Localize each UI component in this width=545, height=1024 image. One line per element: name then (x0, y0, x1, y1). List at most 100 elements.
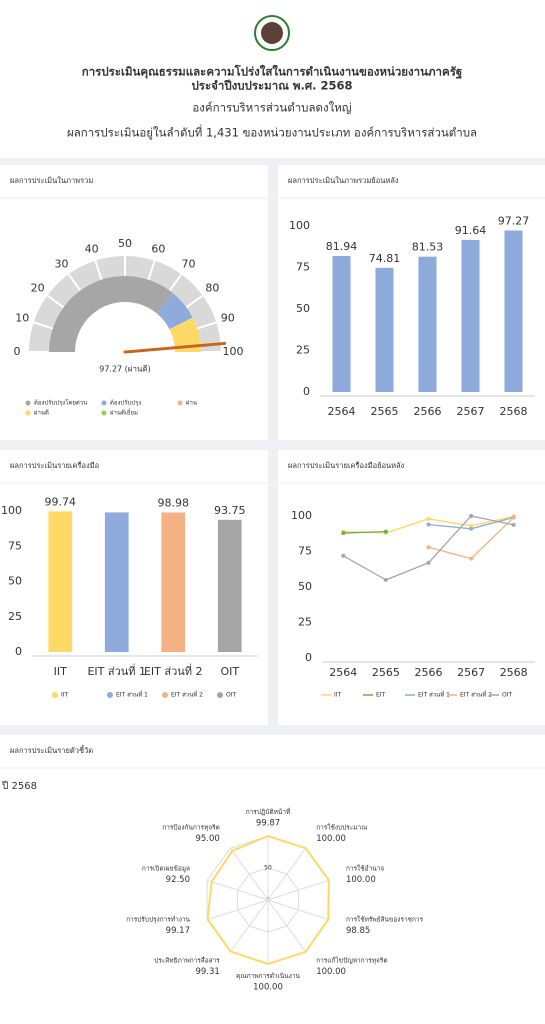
gauge-tick-label: 80 (205, 282, 219, 295)
value-label: 100.00 (253, 983, 283, 993)
legend-label: OIT (502, 692, 512, 699)
y-tick-label: 0 (15, 645, 22, 658)
legend-swatch (177, 400, 183, 406)
value-label: 99.31 (195, 967, 219, 977)
value-label: 99.74 (45, 495, 77, 508)
logo-center (261, 22, 283, 44)
value-label: 97.27 (498, 215, 530, 228)
value-label: 98.85 (346, 926, 370, 936)
ranking: ผลการประเมินอยู่ในลำดับที่ 1,431 ของหน่ว… (67, 125, 477, 140)
value-label: 93.75 (214, 504, 246, 517)
subtitle: ปี 2568 (1, 780, 37, 792)
x-tick-label: 2567 (457, 666, 485, 679)
bar (332, 255, 351, 392)
radar-spoke (206, 899, 269, 921)
y-tick-label: 75 (296, 261, 310, 274)
card-title: ผลการประเมินรายเครื่องมือ (10, 460, 99, 470)
x-tick-label: 2566 (415, 666, 443, 679)
legend-swatch (107, 692, 113, 698)
gauge-tick-label: 100 (223, 345, 244, 358)
gauge-tick (46, 294, 65, 309)
card (278, 165, 545, 440)
radar-spoke (267, 879, 330, 901)
legend-label: EIT ส่วนที่ 2 (171, 691, 203, 699)
radar-spoke (229, 847, 269, 901)
radar-line (206, 835, 330, 966)
y-tick-label: 25 (298, 616, 312, 629)
legend-label: OIT (226, 692, 236, 699)
value-label: 91.64 (455, 224, 487, 237)
legend-label: EIT ส่วนที่ 2 (460, 691, 492, 699)
bar (48, 511, 73, 652)
gauge-tick (168, 273, 183, 292)
axis-label: การใช้งบประมาณ (316, 824, 367, 832)
point (426, 560, 431, 565)
gauge-tick-label: 60 (151, 242, 165, 255)
bar (161, 512, 186, 652)
card (278, 450, 545, 725)
x-tick-label: 2564 (329, 666, 357, 679)
card-title: ผลการประเมินในภาพรวม (10, 176, 93, 185)
x-tick-label: 2568 (500, 405, 528, 418)
bar (217, 519, 242, 652)
logo (254, 15, 290, 51)
value-label: 98.98 (158, 496, 190, 509)
axis-label: การปฏิบัติหน้าที่ (246, 807, 291, 816)
legend-label: EIT (376, 692, 386, 699)
card-title: ผลการประเมินรายเครื่องมือย้อนหลัง (288, 460, 405, 470)
gauge-value-label: 97.27 (ผ่านดี) (99, 365, 151, 374)
legend-label: ผ่าน (186, 400, 197, 407)
axis-label: การป้องกันการทุจริต (162, 824, 220, 832)
legend-swatch (25, 410, 31, 416)
radar-spoke (267, 899, 307, 953)
value-label: 100.00 (346, 875, 376, 885)
legend-label: ต้องปรับปรุงโดยด่วน (34, 399, 87, 407)
point (341, 553, 346, 558)
radar-spoke (267, 847, 307, 901)
header-title: การประเมินคุณธรรมและความโปร่งใสในการดำเน… (82, 64, 463, 80)
point (469, 514, 474, 518)
gauge-tick-label: 90 (221, 312, 235, 325)
radar-spoke (229, 899, 269, 953)
card-title: ผลการประเมินรายตัวชี้วัด (10, 745, 93, 755)
legend-swatch (217, 692, 223, 698)
legend-swatch (101, 400, 107, 406)
gauge-tick-label: 30 (55, 258, 69, 271)
x-tick-label: 2565 (371, 405, 399, 418)
y-tick-label: 100 (291, 509, 312, 522)
bar (104, 512, 129, 652)
legend-label: ต้องปรับปรุง (110, 400, 141, 407)
gauge-tick-label: 10 (15, 312, 29, 325)
y-tick-label: 75 (298, 545, 312, 558)
y-tick-label: 0 (305, 651, 312, 664)
radar-spoke (267, 899, 330, 921)
legend-swatch (25, 400, 31, 406)
point (341, 531, 346, 536)
x-tick-label: 2567 (457, 405, 485, 418)
x-tick-label: 2568 (500, 666, 528, 679)
point (383, 577, 388, 582)
gauge-tick (196, 321, 217, 330)
radar-spoke (206, 879, 269, 901)
point (426, 522, 431, 527)
legend-label: EIT ส่วนที่ 1 (116, 691, 148, 699)
gauge-band (156, 293, 193, 330)
legend-label: ผ่านดีเยี่ยม (110, 409, 138, 417)
value-label: 81.53 (412, 241, 444, 254)
gauge-tick (67, 273, 82, 292)
x-tick-label: OIT (220, 665, 239, 678)
gauge-tick-label: 0 (14, 345, 21, 358)
y-tick-label: 100 (289, 219, 310, 232)
axis-label: การเปิดเผยข้อมูล (142, 865, 190, 873)
point (469, 523, 474, 528)
axis-label: ประสิทธิภาพการสื่อสาร (154, 955, 220, 964)
legend-label: EIT ส่วนที่ 1 (418, 691, 450, 699)
gauge-tick (33, 321, 54, 330)
axis-label: การใช้ทรัพย์สินของราชการ (346, 915, 424, 923)
organization: องค์การบริหารส่วนตำบลดงใหญ่ (192, 101, 351, 115)
gauge-tick (94, 260, 103, 281)
point (469, 526, 474, 531)
y-tick-label: 50 (298, 580, 312, 593)
